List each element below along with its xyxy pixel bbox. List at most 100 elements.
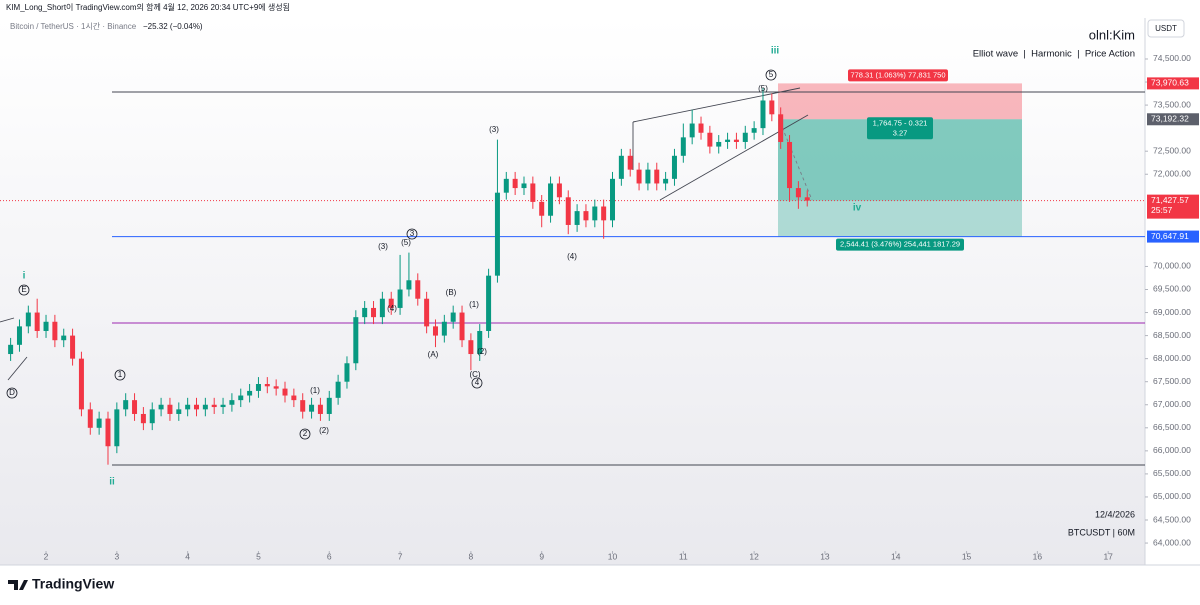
author: olnl:Kim	[1089, 27, 1135, 42]
wave-label: 4	[475, 378, 480, 387]
candle-body	[539, 201, 545, 216]
candle-body	[220, 404, 226, 408]
y-tick-label: 66,000.00	[1153, 445, 1191, 455]
x-tick-label: 12	[749, 551, 759, 561]
candle-body	[185, 404, 191, 410]
price-badge-label: 73,192.32	[1151, 114, 1189, 124]
candle-body	[424, 298, 430, 327]
x-tick-label: 9	[539, 551, 544, 561]
candle-body	[636, 169, 642, 184]
candle-body	[512, 178, 518, 189]
candle-body	[716, 141, 722, 147]
candle-body	[733, 139, 739, 142]
price-badge	[1147, 230, 1199, 243]
candle-body	[610, 178, 616, 221]
wave-label: iv	[853, 203, 862, 214]
candle-body	[450, 312, 456, 322]
wave-label: (4)	[567, 252, 577, 261]
candle-body	[167, 404, 173, 414]
wave-label: (5)	[758, 84, 768, 93]
stop-zone	[778, 83, 1022, 120]
price-badge	[1147, 113, 1199, 126]
candle-body	[583, 211, 589, 221]
ratio-label: 1,764.75 - 0.321	[873, 118, 928, 127]
y-tick-label: 64,500.00	[1153, 514, 1191, 524]
candle-body	[787, 141, 793, 189]
wave-label: i	[23, 271, 26, 282]
wave-label: 1	[118, 370, 123, 379]
rr-label: 3.27	[893, 128, 908, 137]
x-tick-label: 16	[1033, 551, 1043, 561]
candle-body	[654, 169, 660, 184]
y-tick-label: 64,000.00	[1153, 537, 1191, 547]
candle-body	[16, 326, 22, 345]
currency[interactable]: USDT	[1155, 24, 1177, 33]
candle-body	[574, 211, 580, 225]
wave-label: D	[9, 388, 15, 397]
candle-body	[592, 206, 598, 221]
candle-body	[140, 413, 146, 424]
candle-body	[43, 321, 49, 331]
candle-body	[335, 381, 341, 398]
candle-body	[105, 418, 111, 447]
candle-body	[698, 123, 704, 133]
candle-body	[211, 404, 217, 408]
countdown: 25:57	[1151, 205, 1173, 215]
candle-body	[202, 404, 208, 410]
candle-body	[503, 178, 509, 193]
candle-body	[193, 404, 199, 410]
price-badge	[1147, 194, 1199, 219]
candle-body	[52, 321, 58, 341]
candle-body	[468, 340, 474, 355]
candle-body	[778, 114, 784, 142]
y-tick-label: 67,000.00	[1153, 399, 1191, 409]
wave-label: 5	[769, 70, 774, 79]
wave-label: (2)	[477, 347, 487, 356]
x-tick-label: 10	[608, 551, 618, 561]
logo-text[interactable]: TradingView	[32, 576, 114, 592]
candle-body	[388, 298, 394, 308]
candle-body	[530, 183, 536, 202]
candle-body	[238, 395, 244, 401]
x-tick-label: 11	[679, 551, 688, 561]
profit-zone-remaining	[778, 200, 1022, 237]
candle-body	[132, 400, 138, 414]
candle-body	[353, 317, 359, 364]
y-tick-label: 74,500.00	[1153, 53, 1191, 63]
candle-body	[742, 132, 748, 142]
x-tick-label: 13	[820, 551, 830, 561]
stop-label-box	[848, 69, 948, 82]
wave-label: iii	[771, 46, 780, 57]
candle-body	[229, 400, 235, 405]
wave-label: (1)	[469, 300, 479, 309]
y-tick-label: 69,500.00	[1153, 284, 1191, 294]
candle-body	[309, 404, 315, 412]
candle-body	[397, 289, 403, 308]
candle-body	[70, 335, 76, 359]
x-tick-label: 7	[398, 551, 403, 561]
candle-body	[477, 330, 483, 355]
candle-body	[87, 409, 93, 428]
x-tick-label: 14	[891, 551, 901, 561]
candle-body	[264, 384, 270, 387]
currency-box[interactable]	[1147, 19, 1185, 38]
candle-body	[247, 390, 253, 396]
candle-body	[795, 188, 801, 198]
candle-body	[415, 280, 421, 299]
candle-body	[282, 388, 288, 396]
candle-body	[804, 197, 810, 201]
candle-body	[96, 418, 102, 428]
candle-body	[618, 155, 624, 179]
logo[interactable]: TradingView	[8, 576, 114, 592]
y-tick-label: 72,500.00	[1153, 145, 1191, 155]
candle-body	[663, 178, 669, 184]
candle-body	[707, 132, 713, 147]
candle-body	[751, 128, 757, 133]
candle-body	[114, 409, 120, 447]
price-badge	[1147, 77, 1199, 90]
symbol-stamp: BTCUSDT | 60M	[1068, 527, 1135, 537]
candle-body	[432, 326, 438, 336]
candle-body	[362, 307, 368, 318]
candle-body	[25, 312, 31, 327]
candle-body	[556, 183, 562, 198]
